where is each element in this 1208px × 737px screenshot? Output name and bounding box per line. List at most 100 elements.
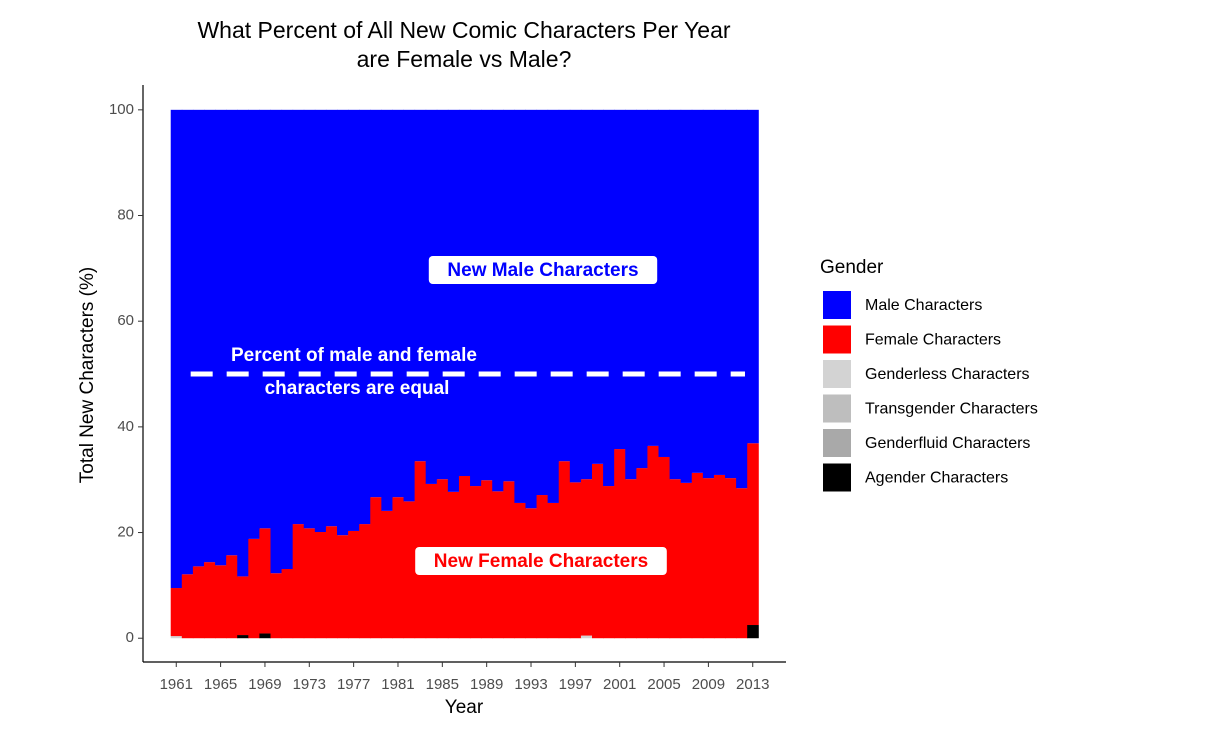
bar-segment [237,635,249,639]
bar-segment [514,109,526,503]
bar-segment [370,109,382,498]
x-tick-label: 1965 [204,676,237,693]
y-tick-label: 40 [117,418,134,435]
bar-segment [348,109,360,531]
bar-segment [525,109,538,509]
bar-segment [492,109,504,492]
legend-key [823,360,851,388]
x-tick-label: 2005 [647,676,680,693]
bar-segment [370,497,382,639]
bar-segment [736,109,748,489]
bar-segment [192,566,205,639]
x-axis-label: Year [445,697,484,718]
x-tick-label: 1981 [381,676,414,693]
annotation: characters are equal [265,378,450,399]
bar-segment [259,528,271,634]
legend-label: Female Characters [865,332,1001,349]
legend-key [823,291,851,319]
x-tick-label: 2001 [603,676,636,693]
bar-segment [503,109,515,482]
annotation: Percent of male and female [231,345,477,366]
bar-segment [603,109,615,487]
bar-segment [403,501,416,639]
bar-segment [270,109,283,574]
legend-key [823,429,851,457]
legend-label: Genderless Characters [865,366,1030,383]
bar-segment [381,109,393,511]
x-tick-label: 1997 [559,676,592,693]
legend-key [823,394,851,423]
legend-label: Male Characters [865,297,982,314]
bar-segment [203,562,216,639]
bar-segment [436,109,449,480]
bar-segment [425,109,438,484]
bar-segment [337,535,349,639]
bar-segment [580,635,593,639]
bar-segment [747,443,759,626]
y-axis-label: Total New Characters (%) [77,267,98,483]
bar-segment [481,109,493,481]
bar-segment [170,636,183,639]
bar-segment [281,109,294,570]
bar-segment [536,109,549,496]
bar-segment [458,109,471,477]
bar-segment [192,109,205,567]
legend-label: Transgender Characters [865,401,1038,418]
legend-key [823,325,851,354]
annotation-box [428,256,658,284]
bar-segment [170,588,183,637]
x-tick-label: 2009 [692,676,725,693]
bar-segment [325,526,338,639]
bar-segment [325,109,338,527]
legend-key [823,463,851,492]
annotation: New Male Characters [447,260,638,281]
bar-segment [558,109,571,462]
bar-segment [215,565,227,639]
bar-segment [447,109,460,492]
x-tick-label: 1961 [160,676,193,693]
bar-segment [725,109,737,479]
bar-segment [303,109,316,529]
legend-label: Agender Characters [865,470,1008,487]
bar-segment [614,449,626,639]
bar-segment [669,479,682,639]
bar-segment [669,109,682,480]
x-tick-label: 1973 [293,676,326,693]
bar-segment [580,109,593,480]
bar-segment [747,625,759,639]
bar-segment [691,109,704,473]
bar-segment [259,109,271,529]
bar-segment [381,510,393,639]
bar-segment [281,569,294,639]
bar-segment [414,109,427,462]
bar-segment [237,576,249,636]
bar-segment [226,109,238,556]
bar-segment [270,573,283,639]
bar-segment [736,488,748,639]
bar-segment [392,109,405,498]
x-tick-label: 1993 [514,676,547,693]
y-tick-label: 20 [117,524,134,541]
bar-segment [470,109,482,487]
bar-segment [292,109,305,525]
x-tick-label: 1989 [470,676,503,693]
bar-segment [303,528,316,639]
bar-segment [747,109,759,444]
bar-segment [237,109,249,577]
bar-segment [680,109,693,483]
bar-segment [292,524,305,639]
bar-segment [359,524,371,639]
bar-segment [181,574,194,639]
bar-segment [658,109,671,457]
bar-segment [403,109,416,502]
x-tick-label: 1977 [337,676,370,693]
bar-segment [248,538,260,639]
y-tick-label: 0 [126,629,134,646]
bar-segment [348,530,360,639]
bar-segment [625,109,637,480]
legend-title: Gender [820,257,884,278]
chart-title: are Female vs Male? [357,46,572,72]
y-tick-label: 60 [117,312,134,329]
bar-segment [569,109,582,483]
